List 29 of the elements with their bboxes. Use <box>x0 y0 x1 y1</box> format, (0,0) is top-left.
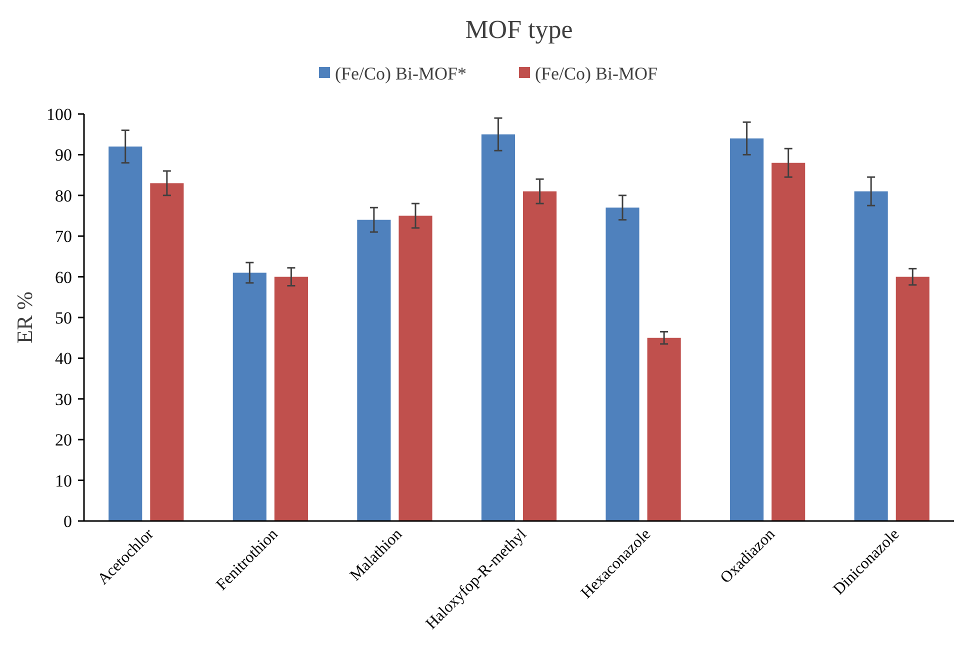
bar <box>357 220 391 521</box>
y-tick-label: 60 <box>55 268 72 287</box>
bar <box>730 138 764 521</box>
legend-label: (Fe/Co) Bi-MOF* <box>335 63 467 84</box>
bar <box>150 183 184 521</box>
y-axis-title: ER % <box>12 292 37 344</box>
bar <box>647 338 681 521</box>
bar <box>896 276 930 521</box>
chart-title: MOF type <box>465 15 573 44</box>
bar <box>772 162 806 521</box>
y-tick-label: 40 <box>55 349 72 368</box>
bar <box>523 191 557 521</box>
y-tick-label: 50 <box>55 308 72 328</box>
bar <box>854 191 888 521</box>
y-tick-label: 80 <box>55 186 72 206</box>
bar <box>108 146 142 521</box>
y-tick-label: 0 <box>64 512 72 531</box>
y-tick-label: 30 <box>55 390 72 409</box>
y-tick-label: 70 <box>55 227 72 246</box>
y-tick-label: 90 <box>55 146 72 165</box>
bar <box>606 208 640 521</box>
bar <box>274 276 308 521</box>
bar <box>398 216 432 521</box>
y-tick-label: 20 <box>55 430 72 450</box>
legend-label: (Fe/Co) Bi-MOF <box>535 63 658 84</box>
y-tick-label: 100 <box>46 104 72 124</box>
y-tick-label: 10 <box>55 471 72 490</box>
bar <box>232 272 266 521</box>
bar <box>481 134 515 521</box>
